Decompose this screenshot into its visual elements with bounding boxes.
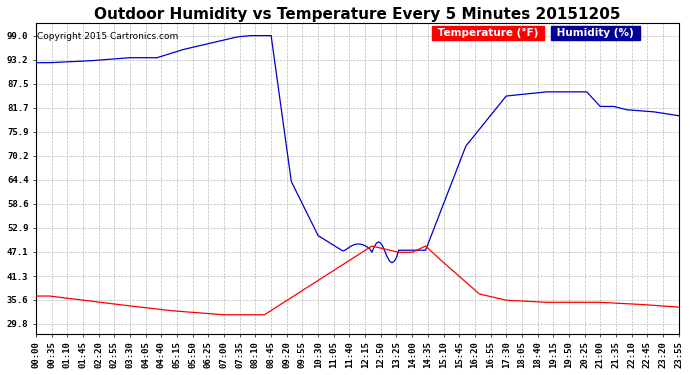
Text: Humidity (%): Humidity (%) — [553, 28, 638, 38]
Text: Copyright 2015 Cartronics.com: Copyright 2015 Cartronics.com — [37, 32, 178, 41]
Title: Outdoor Humidity vs Temperature Every 5 Minutes 20151205: Outdoor Humidity vs Temperature Every 5 … — [94, 7, 620, 22]
Text: Temperature (°F): Temperature (°F) — [435, 28, 542, 38]
